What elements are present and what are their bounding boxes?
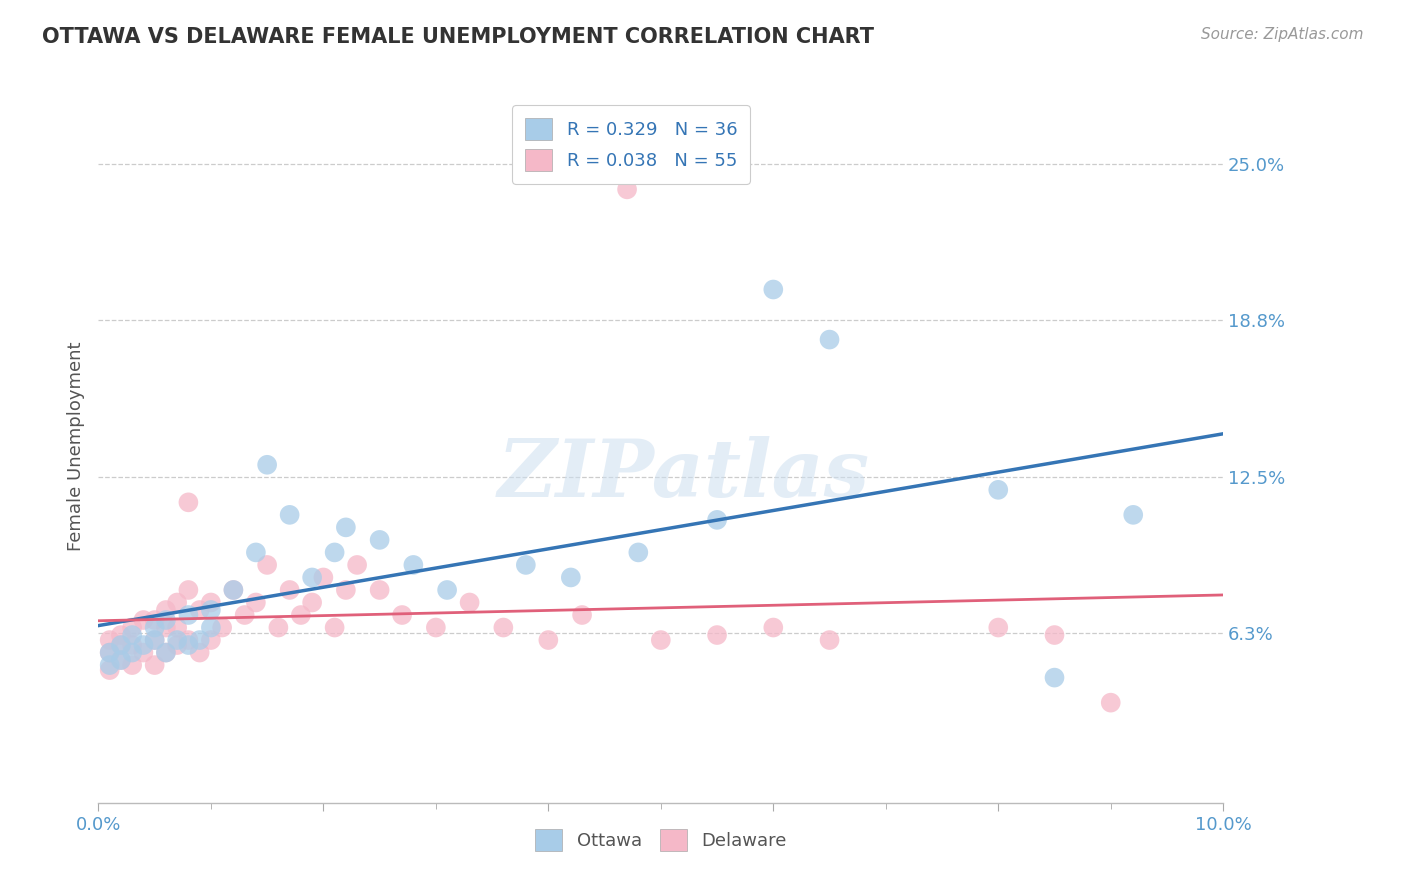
Point xyxy=(177,607,200,622)
Point xyxy=(155,621,177,635)
Point xyxy=(571,607,593,622)
Point xyxy=(155,613,177,627)
Point xyxy=(121,646,143,660)
Point xyxy=(110,653,132,667)
Point xyxy=(245,545,267,559)
Point xyxy=(987,621,1010,635)
Legend: Ottawa, Delaware: Ottawa, Delaware xyxy=(527,822,794,858)
Point xyxy=(166,621,188,635)
Point xyxy=(188,603,211,617)
Point xyxy=(132,638,155,652)
Point xyxy=(98,633,121,648)
Point xyxy=(616,182,638,196)
Point xyxy=(98,658,121,673)
Point xyxy=(155,646,177,660)
Point xyxy=(391,607,413,622)
Point xyxy=(98,646,121,660)
Point xyxy=(121,638,143,652)
Point xyxy=(166,638,188,652)
Point xyxy=(436,582,458,597)
Point xyxy=(143,613,166,627)
Point xyxy=(706,513,728,527)
Point xyxy=(492,621,515,635)
Point xyxy=(1099,696,1122,710)
Point xyxy=(200,603,222,617)
Point xyxy=(177,633,200,648)
Point xyxy=(1043,671,1066,685)
Point xyxy=(177,638,200,652)
Point xyxy=(200,621,222,635)
Point xyxy=(1122,508,1144,522)
Point xyxy=(425,621,447,635)
Point xyxy=(515,558,537,572)
Point xyxy=(278,508,301,522)
Point xyxy=(335,520,357,534)
Point xyxy=(211,621,233,635)
Point xyxy=(987,483,1010,497)
Point xyxy=(110,628,132,642)
Point xyxy=(402,558,425,572)
Point xyxy=(267,621,290,635)
Point xyxy=(166,633,188,648)
Point xyxy=(290,607,312,622)
Point xyxy=(222,582,245,597)
Point xyxy=(200,595,222,609)
Point xyxy=(143,633,166,648)
Point xyxy=(762,283,785,297)
Point xyxy=(121,621,143,635)
Point xyxy=(323,545,346,559)
Point xyxy=(706,628,728,642)
Point xyxy=(143,633,166,648)
Text: ZIPatlas: ZIPatlas xyxy=(498,436,869,513)
Point xyxy=(143,621,166,635)
Point xyxy=(132,613,155,627)
Point xyxy=(245,595,267,609)
Point xyxy=(177,582,200,597)
Point xyxy=(762,621,785,635)
Point xyxy=(98,663,121,677)
Point xyxy=(256,458,278,472)
Point xyxy=(121,658,143,673)
Point xyxy=(132,646,155,660)
Point xyxy=(818,333,841,347)
Point xyxy=(110,653,132,667)
Point xyxy=(368,582,391,597)
Text: OTTAWA VS DELAWARE FEMALE UNEMPLOYMENT CORRELATION CHART: OTTAWA VS DELAWARE FEMALE UNEMPLOYMENT C… xyxy=(42,27,875,46)
Point xyxy=(98,646,121,660)
Y-axis label: Female Unemployment: Female Unemployment xyxy=(66,342,84,550)
Point xyxy=(188,646,211,660)
Point xyxy=(222,582,245,597)
Point xyxy=(650,633,672,648)
Point xyxy=(627,545,650,559)
Point xyxy=(278,582,301,597)
Point xyxy=(188,633,211,648)
Point xyxy=(166,595,188,609)
Point xyxy=(335,582,357,597)
Point xyxy=(1043,628,1066,642)
Point xyxy=(177,495,200,509)
Point xyxy=(155,603,177,617)
Point xyxy=(121,628,143,642)
Point xyxy=(110,638,132,652)
Point xyxy=(537,633,560,648)
Point xyxy=(155,646,177,660)
Point xyxy=(200,633,222,648)
Point xyxy=(818,633,841,648)
Point xyxy=(368,533,391,547)
Point xyxy=(323,621,346,635)
Point xyxy=(346,558,368,572)
Point xyxy=(312,570,335,584)
Point xyxy=(143,658,166,673)
Text: Source: ZipAtlas.com: Source: ZipAtlas.com xyxy=(1201,27,1364,42)
Point xyxy=(560,570,582,584)
Point xyxy=(458,595,481,609)
Point xyxy=(256,558,278,572)
Point xyxy=(110,638,132,652)
Point xyxy=(301,570,323,584)
Point xyxy=(301,595,323,609)
Point xyxy=(233,607,256,622)
